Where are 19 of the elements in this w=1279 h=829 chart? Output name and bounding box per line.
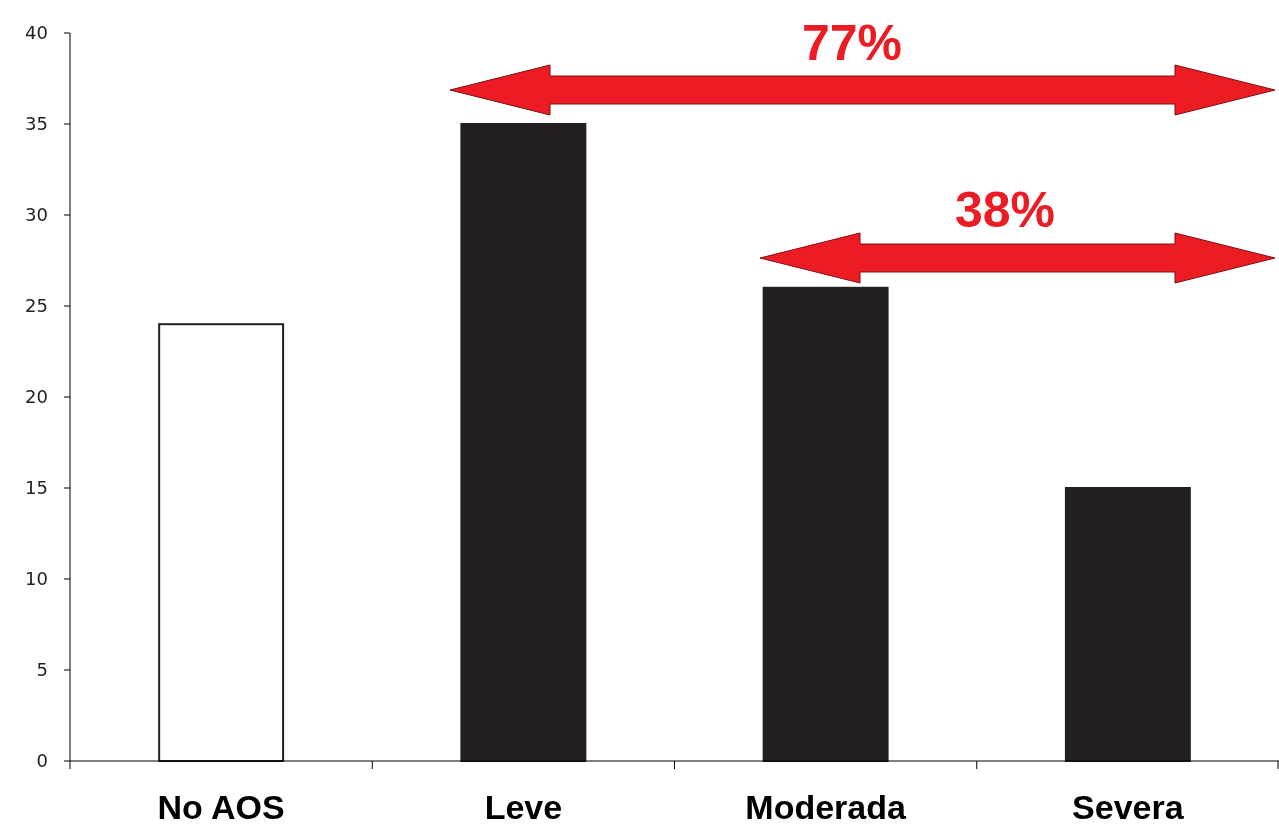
x-tick-label: No AOS [157,788,285,826]
y-tick-label: 10 [25,568,48,590]
annotation: 38% [954,182,1056,238]
y-tick-label: 35 [25,113,48,135]
bar [1064,487,1191,762]
y-tick-label: 25 [25,295,48,317]
y-tick-label: 30 [25,204,48,226]
bar [158,323,285,762]
x-tick-label: Severa [1072,788,1185,826]
y-tick-label: 0 [36,750,48,772]
x-tick-label: Leve [484,788,563,826]
y-tick-label: 15 [25,477,48,499]
x-tick-label: Moderada [745,788,908,826]
y-tick-label: 40 [25,22,48,44]
y-tick-label: 5 [36,659,48,681]
bar [460,123,587,762]
y-tick-label: 20 [25,386,48,408]
annotation: 77% [801,15,903,71]
bar [762,286,889,762]
